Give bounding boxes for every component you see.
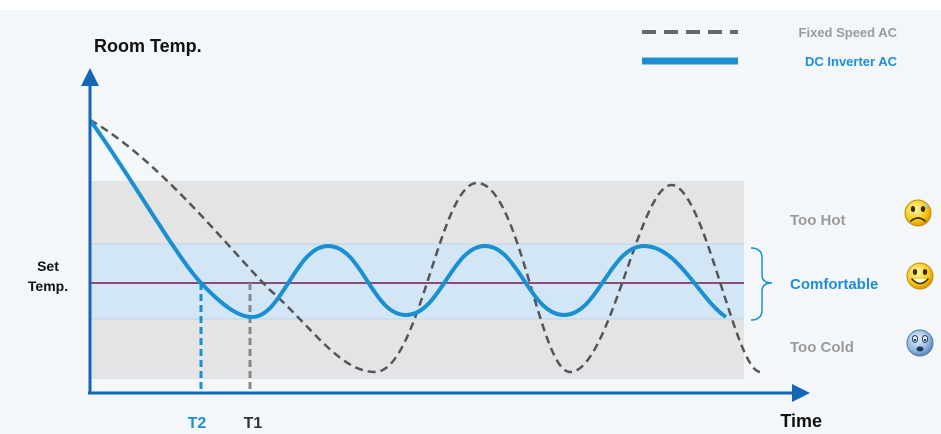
legend-dc-inverter-label: DC Inverter AC [805, 54, 898, 69]
t1-label: T1 [244, 415, 263, 432]
comfort-zone-band [90, 244, 744, 319]
t2-label: T2 [188, 415, 207, 432]
fixed-speed-curve [89, 118, 761, 374]
x-axis-label: Time [780, 411, 822, 431]
worried-face-icon [906, 329, 934, 357]
legend-fixed-speed-label: Fixed Speed AC [799, 25, 898, 40]
happy-face-icon [906, 262, 934, 290]
set-temp-label-line1: Set [37, 258, 59, 274]
comfortable-label: Comfortable [790, 276, 878, 293]
too-hot-label: Too Hot [790, 212, 846, 229]
y-axis-arrow-icon [81, 68, 99, 86]
sad-face-icon [904, 199, 932, 227]
dc-inverter-curve [88, 118, 728, 320]
comfort-bracket [750, 247, 773, 321]
set-temp-label-line2: Temp. [28, 278, 68, 294]
x-axis-arrow-icon [792, 384, 810, 402]
y-axis-label: Room Temp. [94, 36, 202, 56]
too-cold-label: Too Cold [790, 339, 854, 356]
